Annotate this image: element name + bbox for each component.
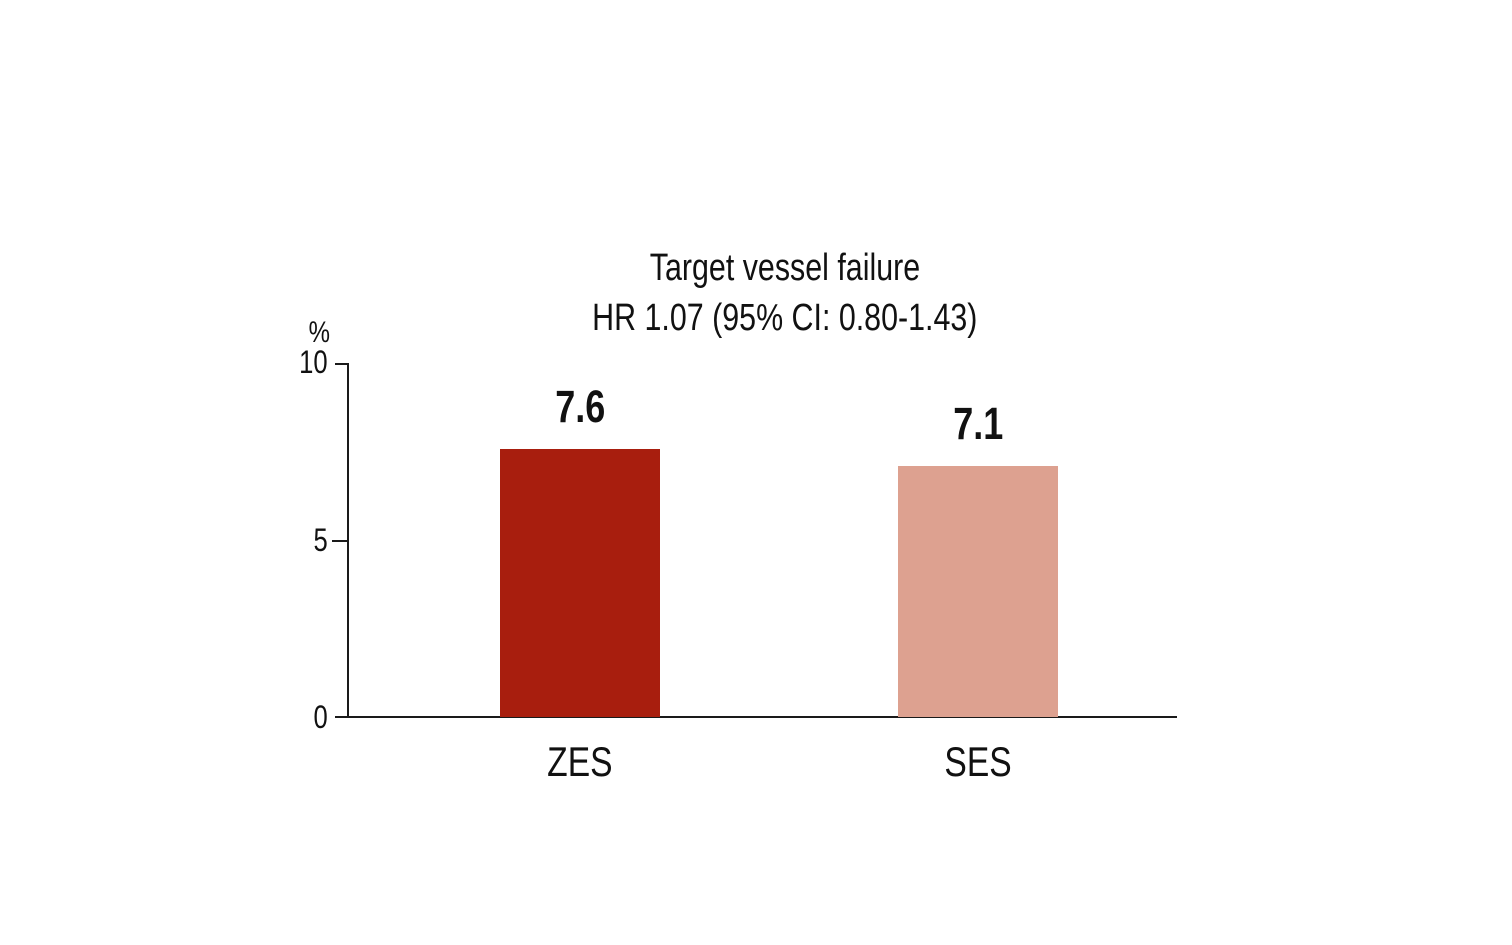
chart-subtitle: HR 1.07 (95% CI: 0.80-1.43) xyxy=(425,293,1145,343)
y-axis-line xyxy=(347,363,349,718)
chart-title-text: Target vessel failure xyxy=(649,247,921,289)
category-label-ses: SES xyxy=(944,738,1012,785)
y-tick-label-5: 5 xyxy=(313,522,328,558)
bar-ses xyxy=(898,466,1058,717)
chart-title: Target vessel failure xyxy=(425,243,1145,293)
bar-value-label-ses: 7.1 xyxy=(952,398,1004,449)
y-tick-mark-10 xyxy=(335,363,348,365)
bar-group-ses: 7.1 xyxy=(898,364,1058,717)
chart-title-block: Target vessel failure HR 1.07 (95% CI: 0… xyxy=(425,243,1145,343)
chart-subtitle-text: HR 1.07 (95% CI: 0.80-1.43) xyxy=(592,297,978,339)
y-tick-label-0: 0 xyxy=(313,699,328,735)
bar-group-zes: 7.6 xyxy=(500,364,660,717)
bar-value-label-zes: 7.6 xyxy=(554,381,606,432)
y-tick-label-10: 10 xyxy=(299,344,328,380)
x-axis-line xyxy=(335,716,1177,718)
y-axis-unit-label: % xyxy=(308,316,330,349)
category-label-zes: ZES xyxy=(547,738,613,785)
y-tick-mark-5 xyxy=(332,540,348,542)
bar-zes xyxy=(500,449,660,717)
